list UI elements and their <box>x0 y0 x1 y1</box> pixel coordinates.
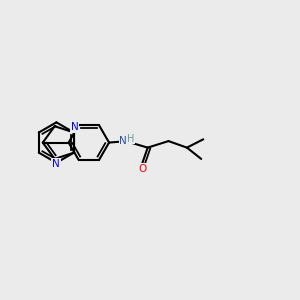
Text: N: N <box>52 159 60 169</box>
Text: H: H <box>127 134 134 144</box>
Text: N: N <box>119 136 127 146</box>
Text: O: O <box>138 164 146 174</box>
Text: N: N <box>71 122 79 132</box>
